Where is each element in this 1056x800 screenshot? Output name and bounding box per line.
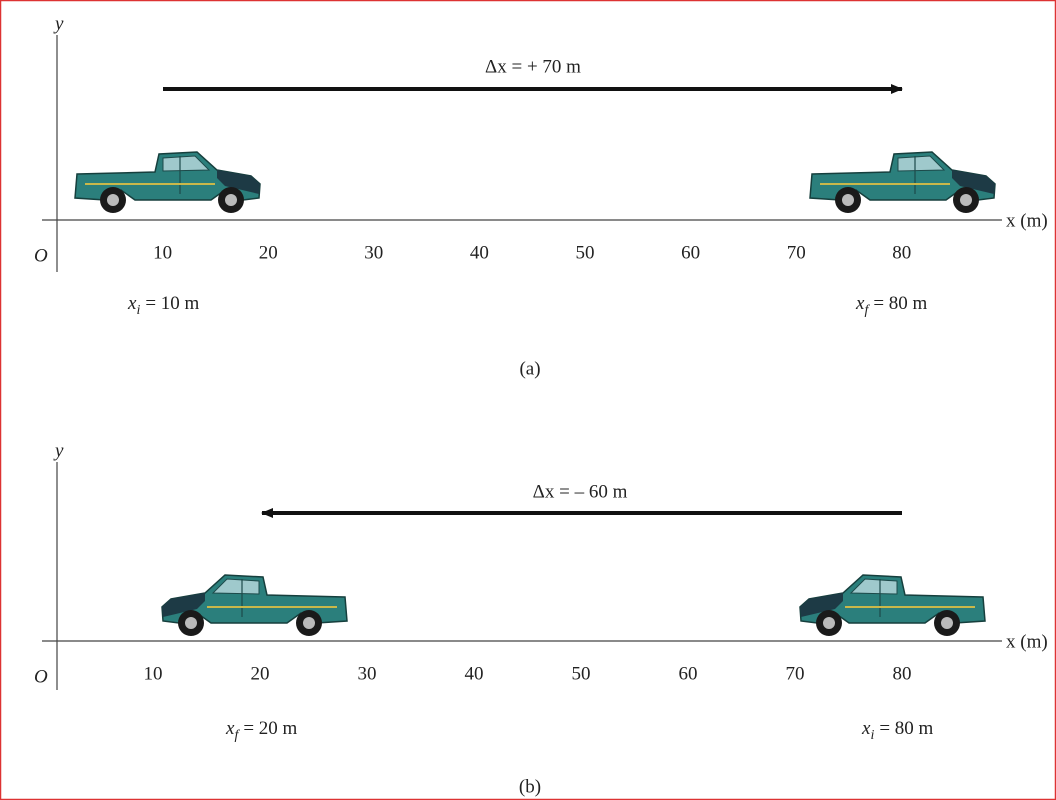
position-symbol: x	[225, 718, 235, 739]
tick-label: 40	[465, 663, 484, 684]
y-axis-label: y	[53, 440, 64, 461]
truck	[161, 574, 348, 636]
truck-hub	[960, 194, 972, 206]
position-symbol: x	[855, 293, 865, 314]
truck-hood	[952, 170, 995, 194]
position-value: = 20 m	[243, 718, 297, 739]
truck-hood	[217, 170, 260, 194]
truck	[809, 151, 996, 213]
truck-window	[162, 155, 211, 172]
truck-hub	[842, 194, 854, 206]
displacement-label: Δx = + 70 m	[485, 56, 581, 77]
truck-hub	[941, 617, 953, 629]
x-axis-label: x (m)	[1006, 210, 1048, 231]
position-subscript: i	[136, 303, 140, 318]
panel-label: (a)	[519, 358, 540, 379]
panel-label: (b)	[519, 776, 541, 797]
tick-label: 70	[787, 242, 806, 263]
tick-label: 60	[681, 242, 700, 263]
truck-hub	[185, 617, 197, 629]
truck-hood	[162, 593, 205, 617]
x-axis-label: x (m)	[1006, 631, 1048, 652]
tick-label: 30	[358, 663, 377, 684]
truck-hub	[225, 194, 237, 206]
position-value: = 10 m	[145, 293, 199, 314]
position-subscript: i	[870, 728, 874, 743]
tick-label: 80	[893, 663, 912, 684]
truck-hub	[823, 617, 835, 629]
truck	[799, 574, 986, 636]
position-value: = 80 m	[873, 293, 927, 314]
tick-label: 80	[892, 242, 911, 263]
tick-label: 60	[679, 663, 698, 684]
truck-hub	[303, 617, 315, 629]
position-label: xi = 80 m	[861, 718, 934, 743]
tick-label: 20	[259, 242, 278, 263]
position-subscript: f	[234, 728, 240, 743]
truck-window	[897, 155, 946, 172]
position-subscript: f	[864, 303, 870, 318]
tick-label: 10	[153, 242, 172, 263]
tick-label: 70	[786, 663, 805, 684]
truck-window	[849, 578, 898, 595]
tick-label: 50	[572, 663, 591, 684]
tick-label: 40	[470, 242, 489, 263]
position-label: xi = 10 m	[127, 293, 200, 318]
position-value: = 80 m	[879, 718, 933, 739]
truck	[74, 151, 261, 213]
position-symbol: x	[861, 718, 871, 739]
position-label: xf = 80 m	[855, 293, 928, 318]
tick-label: 10	[144, 663, 163, 684]
truck-hub	[107, 194, 119, 206]
truck-hood	[800, 593, 843, 617]
origin-label: O	[34, 666, 48, 687]
position-symbol: x	[127, 293, 137, 314]
tick-label: 50	[576, 242, 595, 263]
displacement-label: Δx = – 60 m	[533, 481, 628, 502]
tick-label: 20	[251, 663, 270, 684]
position-label: xf = 20 m	[225, 718, 298, 743]
origin-label: O	[34, 245, 48, 266]
tick-label: 30	[364, 242, 383, 263]
truck-window	[211, 578, 260, 595]
y-axis-label: y	[53, 13, 64, 34]
